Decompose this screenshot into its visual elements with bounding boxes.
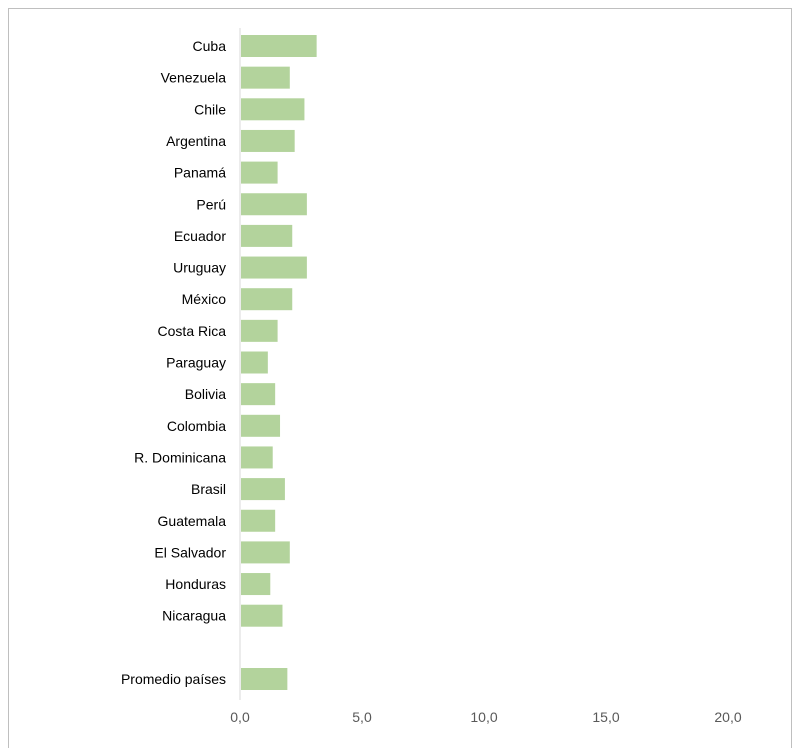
category-label: Panamá: [174, 165, 226, 181]
category-label: Costa Rica: [158, 323, 227, 339]
category-label: Argentina: [166, 133, 226, 149]
category-label: Uruguay: [173, 260, 226, 276]
category-label: México: [182, 291, 227, 307]
bar: [241, 224, 293, 247]
bar: [241, 66, 290, 89]
category-label: Bolivia: [185, 386, 226, 402]
x-tick-label: 5,0: [352, 709, 372, 725]
x-tick-label: 10,0: [470, 709, 497, 725]
bar: [241, 541, 290, 564]
bar: [241, 509, 276, 532]
bar: [241, 161, 278, 184]
bar: [241, 668, 288, 690]
x-tick-label: 20,0: [714, 709, 741, 725]
category-label: Ecuador: [174, 228, 226, 244]
bar: [241, 193, 307, 216]
category-label: Perú: [196, 196, 226, 212]
category-label: Paraguay: [166, 355, 226, 371]
category-label: Chile: [194, 101, 226, 117]
category-label: Brasil: [191, 481, 226, 497]
x-tick-label: 0,0: [230, 709, 250, 725]
chart-frame: [8, 8, 792, 748]
category-label: Nicaragua: [162, 608, 226, 624]
bar: [241, 478, 285, 501]
bar: [241, 383, 276, 406]
bar: [241, 351, 268, 374]
x-tick-label: 15,0: [592, 709, 619, 725]
bar: [241, 573, 271, 596]
bar: [241, 414, 281, 437]
category-label: Cuba: [193, 38, 227, 54]
category-label: Guatemala: [158, 513, 227, 529]
category-label: R. Dominicana: [134, 449, 226, 465]
category-label: Venezuela: [161, 70, 227, 86]
category-label: El Salvador: [154, 544, 226, 560]
category-label: Honduras: [165, 576, 226, 592]
bar: [241, 98, 305, 121]
bar: [241, 319, 278, 342]
bar: [241, 256, 307, 279]
bar: [241, 446, 273, 469]
category-label: Colombia: [167, 418, 226, 434]
bar: [241, 35, 317, 57]
bar: [241, 604, 283, 627]
bar: [241, 129, 295, 152]
bar: [241, 288, 293, 311]
category-label: Promedio países: [121, 671, 226, 687]
